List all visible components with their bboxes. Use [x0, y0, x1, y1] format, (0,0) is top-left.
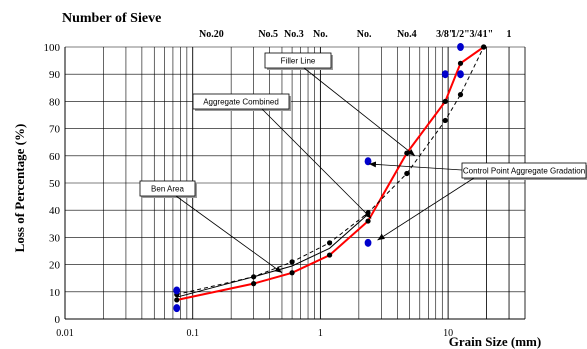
series-point — [481, 44, 487, 50]
callout-arrow — [175, 195, 283, 274]
series-point — [326, 252, 333, 258]
y-tick-label: 100 — [44, 42, 61, 54]
callout-label: Aggregate Combined — [203, 98, 279, 107]
y-tick-label: 40 — [49, 205, 61, 217]
control-point — [457, 43, 464, 51]
callout-arrow — [303, 67, 416, 157]
x-tick-label: 10 — [443, 328, 453, 339]
y-tick-label: 0 — [55, 314, 61, 326]
labels-group: Number of Sieve Grain Size (mm) Loss of … — [12, 11, 541, 349]
callout-arrow — [261, 108, 372, 219]
series-point — [174, 297, 180, 303]
control-point — [173, 304, 181, 313]
series-group — [174, 44, 487, 303]
series-point — [457, 60, 464, 66]
callout-arrow — [368, 161, 463, 171]
sieve-label: No.4 — [397, 29, 417, 40]
series-point — [365, 218, 371, 224]
plot-grid — [64, 46, 526, 320]
callout-box — [139, 180, 196, 197]
y-tick-label: 30 — [49, 232, 61, 244]
y-tick-label: 80 — [49, 96, 61, 108]
y-tick-label: 20 — [49, 260, 61, 272]
control-point — [364, 238, 372, 247]
y-tick-label: 50 — [49, 178, 61, 190]
callout-box — [461, 162, 587, 179]
x-tick-label: 0.01 — [56, 328, 74, 339]
control-points-group — [173, 43, 464, 313]
series-line — [176, 46, 485, 301]
sieve-label: No.3 — [284, 29, 304, 40]
series-point — [251, 281, 257, 287]
callout-label: Filler Line — [281, 57, 316, 66]
sieve-label: 1/2" — [451, 29, 469, 40]
series-point — [457, 92, 464, 98]
control-point — [457, 70, 464, 79]
y-tick-label: 90 — [49, 69, 61, 81]
sieve-label: No. — [357, 29, 372, 40]
series-point — [404, 170, 410, 177]
series-point — [289, 270, 295, 276]
series-point — [326, 240, 333, 246]
callout-arrow — [377, 177, 475, 241]
top-title: Number of Sieve — [62, 11, 161, 26]
series-point — [289, 259, 295, 265]
y-tick-label: 70 — [49, 124, 61, 136]
callout-box — [192, 93, 290, 110]
series-line — [176, 213, 369, 298]
sieve-label: No.5 — [258, 29, 278, 40]
sieve-label: No. — [313, 29, 328, 40]
control-point — [173, 286, 181, 295]
y-tick-label: 60 — [49, 151, 61, 163]
plot-axes: 0 10 20 30 40 50 60 70 80 90 100 0.01 0.1 1 10 — [44, 42, 525, 339]
y-axis-label: Loss of Percentage (%) — [12, 124, 27, 253]
x-axis-label: Grain Size (mm) — [449, 334, 541, 349]
annotations-group: Filler Line Aggregate Combined Ben Area Con… — [139, 52, 587, 274]
callout-label: Ben Area — [151, 185, 184, 194]
sieve-label: No.20 — [199, 29, 224, 40]
series-point — [442, 117, 448, 124]
callout-label: Control Point Aggregate Gradation — [463, 167, 585, 176]
y-tick-label: 10 — [49, 287, 61, 299]
x-tick-label: 0.1 — [186, 328, 199, 339]
series-point — [442, 98, 448, 104]
sieve-label: 1" — [483, 29, 494, 40]
sieve-label: 3/8" — [436, 29, 454, 40]
x-tick-label: 1 — [318, 328, 323, 339]
control-point — [441, 70, 449, 79]
callout-box — [264, 52, 332, 69]
sieve-label: 3/4 — [469, 29, 482, 40]
sieve-label: 1 — [507, 29, 512, 40]
